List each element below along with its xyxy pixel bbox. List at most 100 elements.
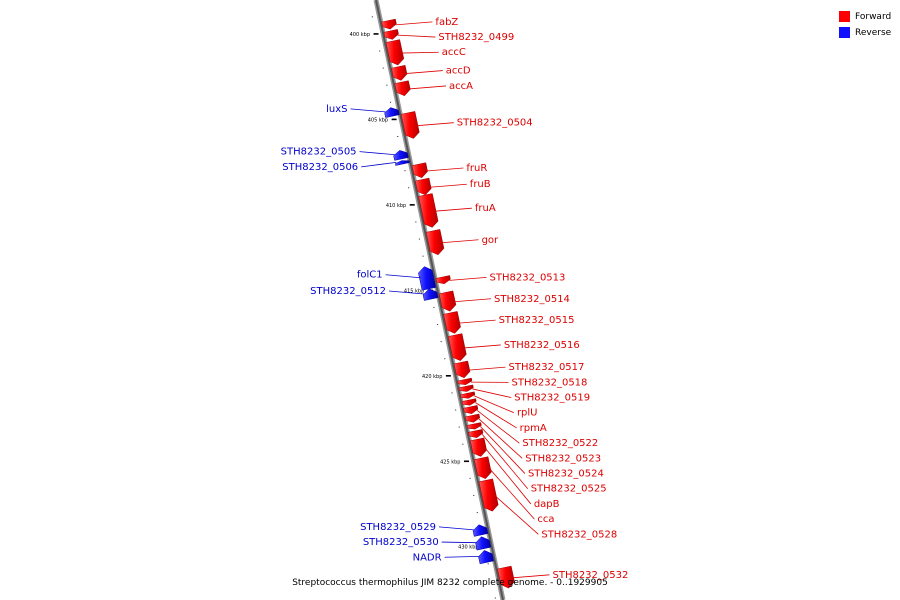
- backbone-line: [375, 0, 504, 600]
- gene-sth8232-0517-arrow[interactable]: [453, 360, 471, 379]
- gene-gor-leader: [441, 239, 479, 244]
- gene-sth8232-0505-label[interactable]: STH8232_0505: [281, 147, 357, 158]
- gene-sth8232-0506-arrow[interactable]: [395, 160, 410, 166]
- legend-reverse[interactable]: Reverse: [839, 25, 891, 40]
- gene-sth8232-0505-leader: [359, 151, 395, 156]
- gene-nadr-arrow[interactable]: [478, 550, 494, 565]
- gene-sth8232-0525-label[interactable]: STH8232_0525: [531, 484, 607, 495]
- gene-sth8232-0528-label[interactable]: STH8232_0528: [541, 529, 617, 540]
- scale-tick-label: 410 kbp: [386, 203, 406, 209]
- gene-sth8232-0506-leader: [361, 161, 397, 168]
- reverse-swatch: [839, 27, 850, 38]
- gene-sth8232-0515-label[interactable]: STH8232_0515: [499, 315, 575, 326]
- gene-sth8232-0505-arrow[interactable]: [393, 150, 409, 161]
- gene-rplu-arrow[interactable]: [460, 391, 476, 399]
- gene-sth8232-0530-arrow[interactable]: [475, 536, 492, 551]
- gene-sth8232-0523-leader: [478, 418, 523, 459]
- gene-rplu-leader: [473, 395, 515, 414]
- scale-tick-label: 430 kbp: [458, 545, 478, 551]
- gene-frur-arrow[interactable]: [411, 162, 428, 179]
- gene-sth8232-0524-label[interactable]: STH8232_0524: [528, 469, 604, 480]
- gene-sth8232-0532-arrow[interactable]: [497, 565, 515, 589]
- gene-frub-leader: [429, 183, 467, 188]
- legend-forward[interactable]: Forward: [839, 9, 891, 24]
- gene-folc1-label[interactable]: folC1: [357, 270, 383, 281]
- gene-sth8232-0528-leader: [494, 495, 539, 535]
- gene-acca-leader: [408, 85, 447, 90]
- gene-sth8232-0522-label[interactable]: STH8232_0522: [522, 438, 598, 449]
- gene-sth8232-0528-arrow[interactable]: [478, 478, 499, 512]
- gene-fabz-label[interactable]: fabZ: [435, 17, 458, 28]
- gene-sth8232-0522-arrow[interactable]: [463, 405, 479, 414]
- gene-rplu-label[interactable]: rplU: [517, 408, 538, 419]
- genome-backbone: [373, 0, 506, 600]
- gene-accd-arrow[interactable]: [391, 65, 408, 81]
- gene-folc1-arrow[interactable]: [418, 266, 437, 291]
- gene-sth8232-0524-leader: [480, 426, 526, 474]
- gene-frua-arrow[interactable]: [418, 193, 439, 228]
- gene-frua-leader: [434, 207, 472, 212]
- gene-gor-label[interactable]: gor: [482, 235, 499, 246]
- gene-nadr-label[interactable]: NADR: [413, 552, 442, 563]
- gene-accd-label[interactable]: accD: [446, 66, 471, 77]
- gene-fabz-leader: [395, 21, 433, 26]
- gene-rpma-arrow[interactable]: [461, 398, 477, 406]
- gene-frub-arrow[interactable]: [415, 177, 432, 196]
- gene-sth8232-0518-label[interactable]: STH8232_0518: [512, 377, 588, 388]
- gene-sth8232-0516-arrow[interactable]: [448, 333, 467, 361]
- gene-dapb-label[interactable]: dapB: [534, 499, 560, 510]
- gene-frua-label[interactable]: fruA: [475, 203, 496, 214]
- gene-fabz-arrow[interactable]: [381, 18, 397, 30]
- gene-sth8232-0519-label[interactable]: STH8232_0519: [514, 393, 590, 404]
- gene-sth8232-0512-label[interactable]: STH8232_0512: [310, 286, 386, 297]
- gene-sth8232-0530-label[interactable]: STH8232_0530: [363, 537, 439, 548]
- gene-gor-arrow[interactable]: [425, 229, 445, 256]
- gene-sth8232-0514-label[interactable]: STH8232_0514: [494, 294, 570, 305]
- gene-dapb-leader: [484, 447, 532, 505]
- gene-sth8232-0499-label[interactable]: STH8232_0499: [438, 32, 514, 43]
- gene-sth8232-0512-arrow[interactable]: [422, 288, 439, 301]
- gene-sth8232-0513-arrow[interactable]: [435, 275, 451, 285]
- gene-sth8232-0523-label[interactable]: STH8232_0523: [525, 453, 601, 464]
- gene-sth8232-0532-label[interactable]: STH8232_0532: [552, 570, 628, 581]
- gene-sth8232-0529-label[interactable]: STH8232_0529: [360, 522, 436, 533]
- gene-sth8232-0524-arrow[interactable]: [466, 422, 482, 430]
- gene-frur-leader: [426, 167, 464, 172]
- gene-rpma-label[interactable]: rpmA: [520, 423, 547, 434]
- gene-sth8232-0519-arrow[interactable]: [458, 384, 474, 392]
- gene-accd-leader: [405, 70, 443, 74]
- gene-sth8232-0504-arrow[interactable]: [400, 111, 420, 139]
- scale-tick-label: 425 kbp: [440, 459, 460, 465]
- gene-acca-label[interactable]: accA: [449, 81, 473, 92]
- gene-sth8232-0504-label[interactable]: STH8232_0504: [457, 118, 533, 129]
- gene-sth8232-0513-label[interactable]: STH8232_0513: [490, 272, 566, 283]
- gene-frur-label[interactable]: fruR: [466, 163, 487, 174]
- gene-sth8232-0506-label[interactable]: STH8232_0506: [282, 162, 358, 173]
- gene-frub-label[interactable]: fruB: [470, 179, 491, 190]
- gene-dapb-arrow[interactable]: [470, 437, 487, 457]
- gene-cca-label[interactable]: cca: [537, 514, 554, 525]
- gene-sth8232-0529-arrow[interactable]: [472, 524, 489, 537]
- gene-sth8232-0525-arrow[interactable]: [468, 429, 484, 438]
- gene-sth8232-0523-arrow[interactable]: [465, 413, 481, 423]
- gene-sth8232-0499-arrow[interactable]: [383, 29, 399, 40]
- gene-acca-arrow[interactable]: [394, 80, 411, 97]
- gene-sth8232-0515-arrow[interactable]: [443, 311, 461, 334]
- feature-arrows: [381, 18, 515, 589]
- gene-sth8232-0504-leader: [416, 122, 454, 127]
- gene-luxs-label[interactable]: luxS: [326, 104, 347, 115]
- forward-swatch: [839, 11, 850, 22]
- gene-cca-arrow[interactable]: [474, 456, 492, 480]
- gene-nadr-leader: [444, 555, 480, 558]
- gene-sth8232-0515-leader: [458, 319, 496, 324]
- gene-sth8232-0514-arrow[interactable]: [438, 290, 457, 312]
- gene-accc-label[interactable]: accC: [442, 47, 466, 58]
- gene-folc1-leader: [385, 274, 421, 279]
- gene-sth8232-0530-leader: [441, 541, 477, 544]
- gene-sth8232-0518-arrow[interactable]: [457, 377, 473, 385]
- gene-sth8232-0517-label[interactable]: STH8232_0517: [509, 362, 585, 373]
- gene-accc-arrow[interactable]: [385, 39, 405, 66]
- gene-luxs-arrow[interactable]: [384, 107, 400, 118]
- gene-sth8232-0516-label[interactable]: STH8232_0516: [504, 340, 580, 351]
